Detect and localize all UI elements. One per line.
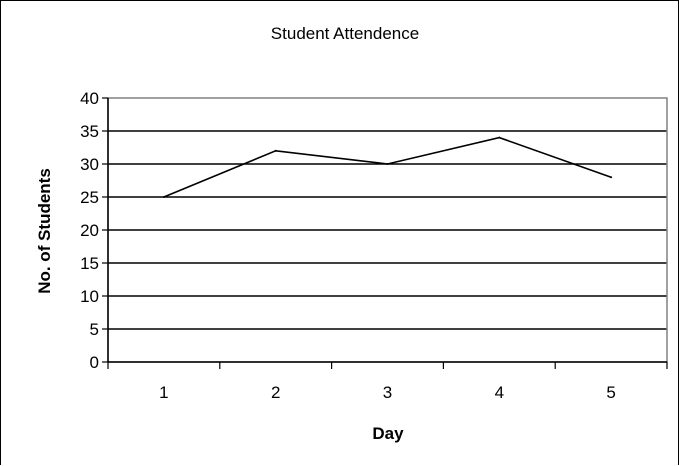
y-tick-label: 5 xyxy=(90,320,99,339)
grid-lines xyxy=(108,130,667,330)
y-tick-label: 20 xyxy=(80,221,99,240)
series-lines xyxy=(162,136,613,198)
y-tick-label: 30 xyxy=(80,155,99,174)
data-point xyxy=(386,163,389,165)
y-tick-label: 0 xyxy=(90,353,99,372)
x-tick-label: 3 xyxy=(383,383,392,402)
series-line xyxy=(163,136,612,198)
y-axis-label: No. of Students xyxy=(35,168,54,294)
x-tick-label: 2 xyxy=(271,383,280,402)
x-tick-label: 4 xyxy=(495,383,504,402)
x-tick-labels: 1 2 3 4 5 xyxy=(159,383,616,402)
x-tick-label: 5 xyxy=(606,383,615,402)
y-tick-label: 35 xyxy=(80,122,99,141)
x-axis-label: Day xyxy=(372,424,404,443)
x-tick-label: 1 xyxy=(159,383,168,402)
axes xyxy=(102,97,668,369)
chart-title: Student Attendence xyxy=(271,24,419,43)
data-point xyxy=(610,176,613,179)
y-tick-labels: 0 5 10 15 20 25 30 35 40 xyxy=(80,89,99,372)
data-point xyxy=(274,149,277,152)
y-tick-label: 40 xyxy=(80,89,99,108)
data-point xyxy=(498,136,501,139)
data-point xyxy=(162,196,165,198)
y-tick-label: 10 xyxy=(80,287,99,306)
y-tick-label: 15 xyxy=(80,254,99,273)
y-tick-label: 25 xyxy=(80,188,99,207)
